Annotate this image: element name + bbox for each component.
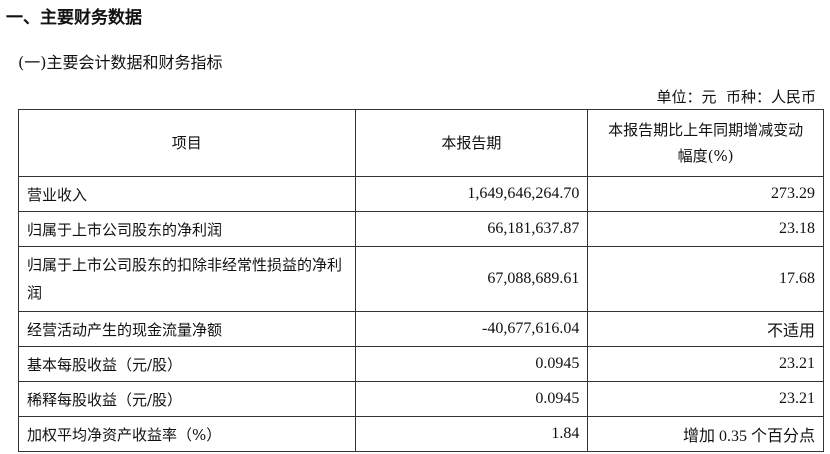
row-item: 经营活动产生的现金流量净额 xyxy=(18,311,356,347)
row-change: 23.21 xyxy=(587,381,824,417)
row-item: 加权平均净资产收益率（%） xyxy=(18,416,356,452)
row-change: 不适用 xyxy=(587,311,824,347)
financial-data-table: 项目 本报告期 本报告期比上年同期增减变动幅度(%) 营业收入 1,649,64… xyxy=(18,109,824,452)
row-current: 0.0945 xyxy=(354,346,589,382)
header-change: 本报告期比上年同期增减变动幅度(%) xyxy=(587,109,824,177)
row-item: 归属于上市公司股东的净利润 xyxy=(18,211,356,247)
table-row: 经营活动产生的现金流量净额 -40,677,616.04 不适用 xyxy=(18,311,824,347)
table-row: 稀释每股收益（元/股） 0.0945 23.21 xyxy=(18,381,824,417)
row-current: 1,649,646,264.70 xyxy=(354,176,589,212)
table-row: 归属于上市公司股东的净利润 66,181,637.87 23.18 xyxy=(18,211,824,247)
table-row: 归属于上市公司股东的扣除非经常性损益的净利润 67,088,689.61 17.… xyxy=(18,246,824,312)
row-change: 增加 0.35 个百分点 xyxy=(587,416,824,452)
row-item: 归属于上市公司股东的扣除非经常性损益的净利润 xyxy=(18,246,356,312)
table-row: 基本每股收益（元/股） 0.0945 23.21 xyxy=(18,346,824,382)
row-item: 稀释每股收益（元/股） xyxy=(18,381,356,417)
subsection-title: (一)主要会计数据和财务指标 xyxy=(18,53,223,72)
table-row: 营业收入 1,649,646,264.70 273.29 xyxy=(18,176,824,212)
row-change: 273.29 xyxy=(587,176,824,212)
section-title: 一、主要财务数据 xyxy=(6,8,142,28)
row-current: 0.0945 xyxy=(354,381,589,417)
header-item: 项目 xyxy=(18,109,356,177)
header-current: 本报告期 xyxy=(354,109,589,177)
row-current: -40,677,616.04 xyxy=(354,311,589,347)
row-change: 23.18 xyxy=(587,211,824,247)
row-current: 66,181,637.87 xyxy=(354,211,589,247)
row-change: 17.68 xyxy=(587,246,824,312)
row-change: 23.21 xyxy=(587,346,824,382)
row-item: 基本每股收益（元/股） xyxy=(18,346,356,382)
row-item: 营业收入 xyxy=(18,176,356,212)
row-current: 67,088,689.61 xyxy=(354,246,589,312)
unit-note: 单位：元 币种：人民币 xyxy=(656,88,816,106)
row-current: 1.84 xyxy=(354,416,589,452)
table-row: 加权平均净资产收益率（%） 1.84 增加 0.35 个百分点 xyxy=(18,416,824,452)
table-header-row: 项目 本报告期 本报告期比上年同期增减变动幅度(%) xyxy=(18,109,824,177)
